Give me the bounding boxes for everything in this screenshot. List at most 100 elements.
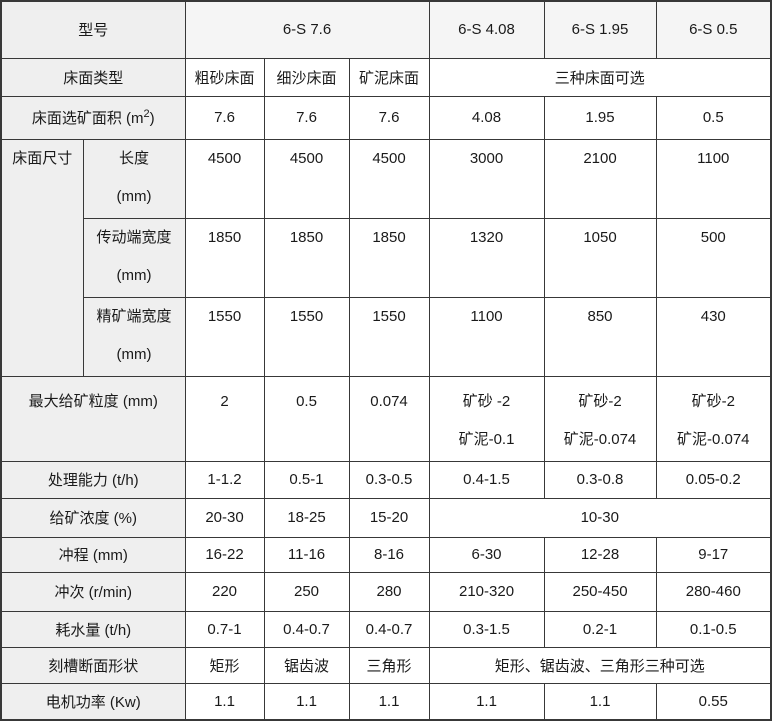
area-value: 7.6 [263, 95, 350, 140]
stroke-value: 6-30 [428, 536, 545, 573]
length-value: 3000 [428, 138, 545, 219]
row-stroke-frequency: 冲次 (r/min) 220 250 280 210-320 250-450 2… [0, 571, 772, 612]
max-feed-size-value: 2 [184, 375, 265, 462]
concentrate-end-width-value: 1550 [348, 296, 430, 377]
row-feed-density: 给矿浓度 (%) 20-30 18-25 15-20 10-30 [0, 497, 772, 538]
max-feed-size-value: 0.074 [348, 375, 430, 462]
bed-type-fine-sand: 细沙床面 [263, 57, 350, 97]
row-drive-end-width: 传动端宽度 (mm) 1850 1850 1850 1320 1050 500 [1, 217, 772, 298]
groove-shape-value: 锯齿波 [263, 646, 350, 684]
motor-power-value: 1.1 [428, 682, 545, 721]
drive-end-width-label-line1: 传动端宽度 [96, 228, 172, 246]
feed-density-shared-value: 10-30 [428, 497, 772, 538]
max-feed-size-value: 矿砂-2 矿泥-0.074 [543, 375, 657, 462]
row-area: 床面选矿面积 (m2) 7.6 7.6 7.6 4.08 1.95 0.5 [0, 95, 772, 140]
concentrate-end-width-value: 1100 [428, 296, 545, 377]
motor-power-value: 0.55 [655, 682, 772, 721]
length-value: 1100 [655, 138, 772, 219]
bed-type-label: 床面类型 [0, 57, 186, 97]
capacity-value: 0.05-0.2 [655, 460, 772, 499]
stroke-value: 9-17 [655, 536, 772, 573]
bed-type-slime: 矿泥床面 [348, 57, 430, 97]
row-bed-type: 床面类型 粗砂床面 细沙床面 矿泥床面 三种床面可选 [0, 57, 772, 97]
row-model: 型号 6-S 7.6 6-S 4.08 6-S 1.95 6-S 0.5 [0, 0, 772, 59]
stroke-value: 8-16 [348, 536, 430, 573]
concentrate-end-width-value: 1550 [263, 296, 350, 377]
stroke-label: 冲程 (mm) [0, 536, 186, 573]
motor-power-value: 1.1 [348, 682, 430, 721]
concentrate-end-width-value: 430 [655, 296, 772, 377]
bed-type-coarse-sand: 粗砂床面 [184, 57, 265, 97]
model-6s1-95: 6-S 1.95 [543, 0, 657, 59]
feed-density-value: 18-25 [263, 497, 350, 538]
capacity-value: 0.5-1 [263, 460, 350, 499]
area-label-prefix: 床面选矿面积 (m [31, 110, 144, 127]
water-consumption-value: 0.4-0.7 [348, 610, 430, 648]
stroke-frequency-value: 250-450 [543, 571, 657, 612]
concentrate-end-width-value: 1550 [184, 296, 265, 377]
stroke-value: 12-28 [543, 536, 657, 573]
row-motor-power: 电机功率 (Kw) 1.1 1.1 1.1 1.1 1.1 0.55 [0, 682, 772, 721]
concentrate-end-width-label-line1: 精矿端宽度 [96, 307, 172, 325]
max-feed-size-value: 0.5 [263, 375, 350, 462]
row-capacity: 处理能力 (t/h) 1-1.2 0.5-1 0.3-0.5 0.4-1.5 0… [0, 460, 772, 499]
area-value: 1.95 [543, 95, 657, 140]
water-consumption-label: 耗水量 (t/h) [0, 610, 186, 648]
water-consumption-value: 0.4-0.7 [263, 610, 350, 648]
length-value: 4500 [263, 138, 350, 219]
motor-power-label: 电机功率 (Kw) [0, 682, 186, 721]
concentrate-end-width-value: 850 [543, 296, 657, 377]
drive-end-width-value: 500 [655, 217, 772, 298]
max-feed-size-value: 矿砂-2 矿泥-0.074 [655, 375, 772, 462]
row-water-consumption: 耗水量 (t/h) 0.7-1 0.4-0.7 0.4-0.7 0.3-1.5 … [0, 610, 772, 648]
max-feed-size-value: 矿砂 -2 矿泥-0.1 [428, 375, 545, 462]
length-value: 4500 [184, 138, 265, 219]
area-label-superscript: 2 [143, 108, 150, 120]
groove-shape-value: 矩形 [184, 646, 265, 684]
water-consumption-value: 0.1-0.5 [655, 610, 772, 648]
max-feed-slime-value: 矿泥-0.074 [676, 430, 750, 448]
length-label-line1: 长度 [119, 149, 150, 167]
feed-density-value: 15-20 [348, 497, 430, 538]
bed-dimensions-group-label: 床面尺寸 [0, 138, 84, 377]
max-feed-slime-value: 矿泥-0.074 [563, 430, 637, 448]
row-concentrate-end-width: 精矿端宽度 (mm) 1550 1550 1550 1100 850 430 [1, 296, 772, 377]
row-max-feed-size: 最大给矿粒度 (mm) 2 0.5 0.074 矿砂 -2 矿泥-0.1 矿砂-2… [0, 375, 772, 462]
area-value: 0.5 [655, 95, 772, 140]
max-feed-size-label: 最大给矿粒度 (mm) [0, 375, 186, 462]
drive-end-width-value: 1850 [348, 217, 430, 298]
length-label: 长度 (mm) [82, 138, 186, 219]
feed-density-label: 给矿浓度 (%) [0, 497, 186, 538]
max-feed-sand-value: 矿砂 -2 [462, 392, 511, 410]
capacity-value: 1-1.2 [184, 460, 265, 499]
motor-power-value: 1.1 [263, 682, 350, 721]
drive-end-width-value: 1850 [184, 217, 265, 298]
groove-shape-options: 矩形、锯齿波、三角形三种可选 [428, 646, 772, 684]
model-6s7-6: 6-S 7.6 [184, 0, 430, 59]
area-label-suffix: ) [149, 110, 155, 127]
model-6s4-08: 6-S 4.08 [428, 0, 545, 59]
concentrate-end-width-label-line2: (mm) [116, 345, 152, 363]
drive-end-width-value: 1050 [543, 217, 657, 298]
feed-density-value: 20-30 [184, 497, 265, 538]
capacity-value: 0.3-0.8 [543, 460, 657, 499]
stroke-frequency-value: 280-460 [655, 571, 772, 612]
area-value: 7.6 [348, 95, 430, 140]
stroke-frequency-value: 210-320 [428, 571, 545, 612]
stroke-value: 16-22 [184, 536, 265, 573]
groove-shape-value: 三角形 [348, 646, 430, 684]
stroke-frequency-value: 280 [348, 571, 430, 612]
capacity-value: 0.4-1.5 [428, 460, 545, 499]
capacity-label: 处理能力 (t/h) [0, 460, 186, 499]
drive-end-width-label-line2: (mm) [116, 266, 152, 284]
model-6s0-5: 6-S 0.5 [655, 0, 772, 59]
model-label: 型号 [0, 0, 186, 59]
row-length: 床面尺寸 长度 (mm) 4500 4500 4500 3000 2100 110… [0, 138, 772, 377]
length-value: 2100 [543, 138, 657, 219]
length-value: 4500 [348, 138, 430, 219]
stroke-frequency-value: 250 [263, 571, 350, 612]
stroke-frequency-value: 220 [184, 571, 265, 612]
length-label-line2: (mm) [116, 187, 152, 205]
bed-type-options: 三种床面可选 [428, 57, 772, 97]
